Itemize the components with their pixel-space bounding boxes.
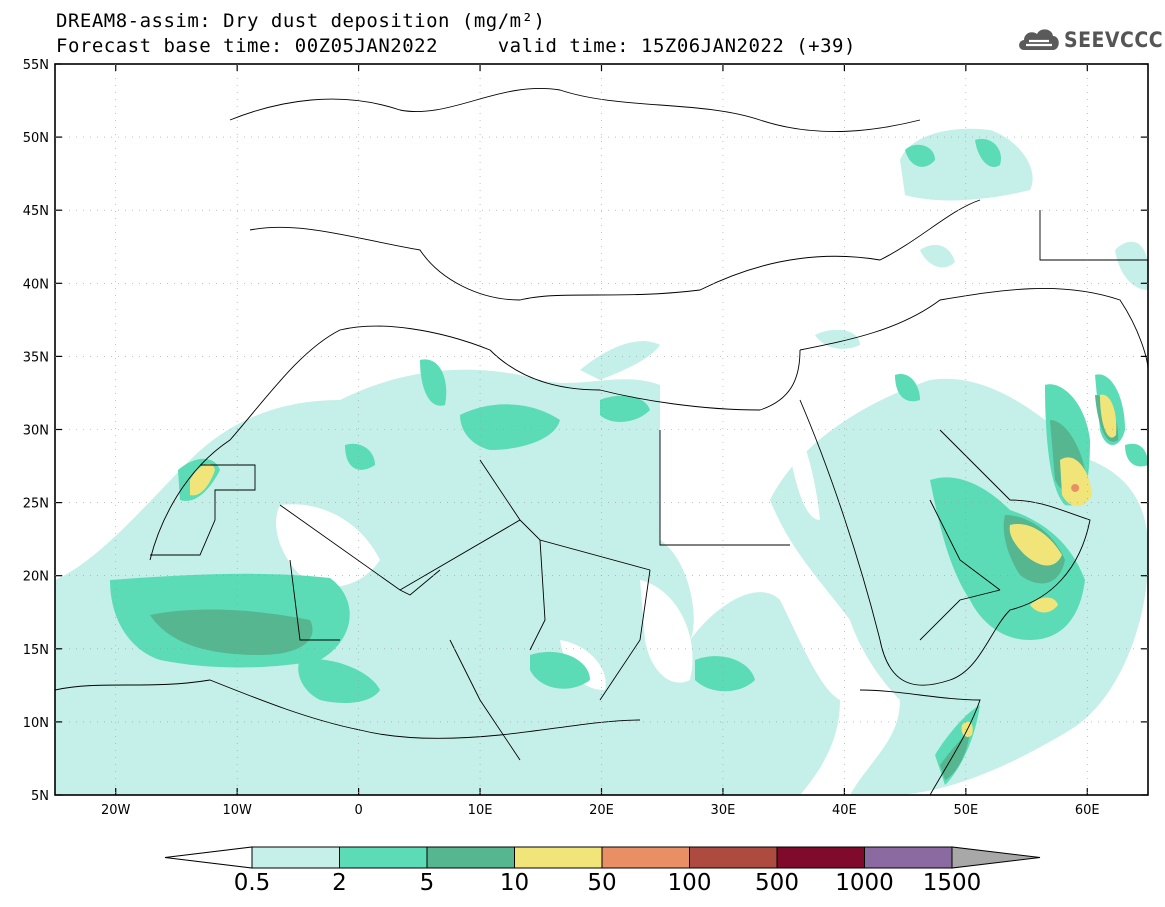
lat-tick-label: 5N xyxy=(31,789,49,804)
latitude-axis: 5N 10N 15N 20N 25N 30N 35N 40N 45N 50N 55N xyxy=(23,58,1148,804)
lon-tick-label: 60E xyxy=(1075,803,1100,818)
colorbar-label: 500 xyxy=(755,870,799,896)
colorbar-segment xyxy=(251,846,340,869)
colorbar-label: 2 xyxy=(332,870,347,896)
colorbar-label: 10 xyxy=(499,870,530,896)
max-deposition-marker xyxy=(1071,483,1080,492)
dust-fields xyxy=(55,128,1148,795)
lat-tick-label: 10N xyxy=(23,716,49,731)
seevccc-logo: SEEVCCC xyxy=(1016,22,1163,58)
logo-text: SEEVCCC xyxy=(1064,28,1164,52)
cloud-icon xyxy=(1019,29,1059,50)
lat-tick-label: 55N xyxy=(23,58,49,73)
longitude-axis: 20W 10W 0 10E 20E 30E 40E 50E 60E xyxy=(101,64,1100,818)
lon-tick-label: 0 xyxy=(354,803,362,818)
graticule xyxy=(55,64,1148,795)
colorbar-under-triangle xyxy=(164,846,253,869)
no-deposition-areas xyxy=(110,400,820,690)
colorbar-segment xyxy=(689,846,778,869)
lat-tick-label: 45N xyxy=(23,204,49,219)
coastlines xyxy=(55,88,1148,795)
colorbar-label: 0.5 xyxy=(233,870,271,896)
colorbar-segment xyxy=(426,846,515,869)
lon-tick-label: 30E xyxy=(711,803,736,818)
lat-tick-label: 25N xyxy=(23,497,49,512)
colorbar-segment xyxy=(514,846,603,869)
colorbar-label: 100 xyxy=(667,870,712,896)
deposition-level-10-50 xyxy=(190,394,1117,737)
colorbar-label: 1000 xyxy=(835,870,894,896)
lat-tick-label: 15N xyxy=(23,643,49,658)
lon-tick-label: 20W xyxy=(101,803,131,818)
colorbar-over-triangle xyxy=(951,846,1041,869)
lat-tick-label: 20N xyxy=(23,570,49,585)
colorbar-segment xyxy=(339,846,428,869)
lat-tick-label: 50N xyxy=(23,131,49,146)
lon-tick-label: 50E xyxy=(953,803,978,818)
lon-tick-label: 40E xyxy=(832,803,857,818)
colorbar-segment xyxy=(601,846,690,869)
lon-tick-label: 10W xyxy=(222,803,252,818)
lat-tick-label: 40N xyxy=(23,277,49,292)
colorbar xyxy=(164,846,1041,869)
lat-tick-label: 35N xyxy=(23,350,49,365)
colorbar-label: 1500 xyxy=(922,870,982,896)
colorbar-segment xyxy=(776,846,865,869)
deposition-level-0.5-2 xyxy=(55,128,1148,795)
lon-tick-label: 10E xyxy=(468,803,493,818)
lat-tick-label: 30N xyxy=(23,424,49,439)
colorbar-segment xyxy=(864,846,953,869)
forecast-times: Forecast base time: 00Z05JAN2022 valid t… xyxy=(56,35,856,57)
map-title: DREAM8-assim: Dry dust deposition (mg/m²… xyxy=(56,10,546,32)
colorbar-label: 5 xyxy=(419,870,435,896)
lon-tick-label: 20E xyxy=(589,803,614,818)
colorbar-label: 50 xyxy=(587,870,617,896)
